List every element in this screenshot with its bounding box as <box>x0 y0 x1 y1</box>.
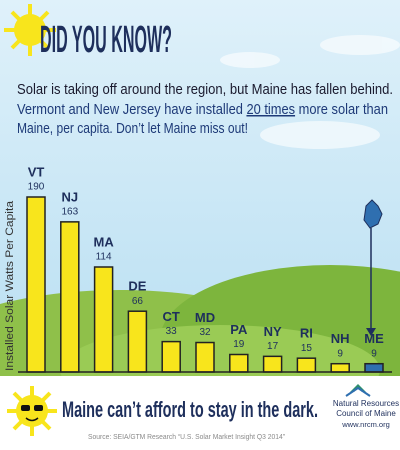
bar <box>161 340 181 373</box>
category-label: NY <box>264 324 282 339</box>
value-label: 9 <box>337 348 343 359</box>
bar <box>195 341 215 373</box>
value-label: 9 <box>371 348 377 359</box>
value-label: 66 <box>132 296 144 307</box>
value-label: 33 <box>166 326 178 337</box>
category-label: DE <box>128 279 146 294</box>
value-label: 32 <box>199 327 211 338</box>
category-label: ME <box>364 331 384 346</box>
bar <box>262 355 283 373</box>
body-text: Vermont and New Jersey have installed <box>17 101 246 118</box>
body-text: Maine, per capita. Don’t let Maine miss … <box>17 120 248 137</box>
bar <box>127 310 148 373</box>
bar <box>364 362 384 373</box>
bar <box>229 353 249 373</box>
bar <box>330 362 350 373</box>
sun-sunglasses-icon <box>7 386 57 436</box>
intro: Solar is taking off around the region, b… <box>17 81 393 98</box>
value-label: 17 <box>267 341 279 352</box>
footer-band <box>0 376 400 450</box>
bar <box>60 221 80 373</box>
tagline: Maine can’t afford to stay in the dark. <box>62 397 318 422</box>
clouds <box>220 35 400 149</box>
category-label: NH <box>331 331 350 346</box>
sun-icon <box>4 4 56 56</box>
title: DID YOU KNOW? <box>40 19 172 61</box>
value-label: 15 <box>301 343 313 354</box>
org-name: Natural Resources <box>333 399 399 408</box>
bar <box>296 357 317 373</box>
bar <box>26 196 46 373</box>
category-label: CT <box>163 309 180 324</box>
org-url: www.nrcm.org <box>341 420 390 429</box>
source: Source: SEIA/GTM Research “U.S. Solar Ma… <box>88 434 286 441</box>
category-label: MA <box>93 234 114 249</box>
category-label: PA <box>230 322 248 337</box>
body-emphasis: 20 times <box>246 101 295 118</box>
body-line: Vermont and New Jersey have installed 20… <box>17 101 388 118</box>
value-label: 190 <box>28 182 45 193</box>
bar <box>93 266 114 373</box>
maine-pointer <box>363 199 383 336</box>
org-name: Council of Maine <box>336 409 396 418</box>
body-text: more solar than <box>295 101 388 118</box>
org-logo <box>345 384 371 397</box>
bars: VT 190 NJ 163 MA 114 DE 66 CT 33 MD 32 PA 19 NY 17 RI 15 N… <box>26 164 384 373</box>
category-label: VT <box>28 164 45 179</box>
category-label: RI <box>300 326 313 341</box>
value-label: 114 <box>96 252 112 263</box>
y-axis-label: Installed Solar Watts Per Capita <box>4 200 16 371</box>
category-label: NJ <box>61 189 78 204</box>
value-label: 19 <box>233 339 245 350</box>
value-label: 163 <box>61 207 78 218</box>
category-label: MD <box>195 310 215 325</box>
